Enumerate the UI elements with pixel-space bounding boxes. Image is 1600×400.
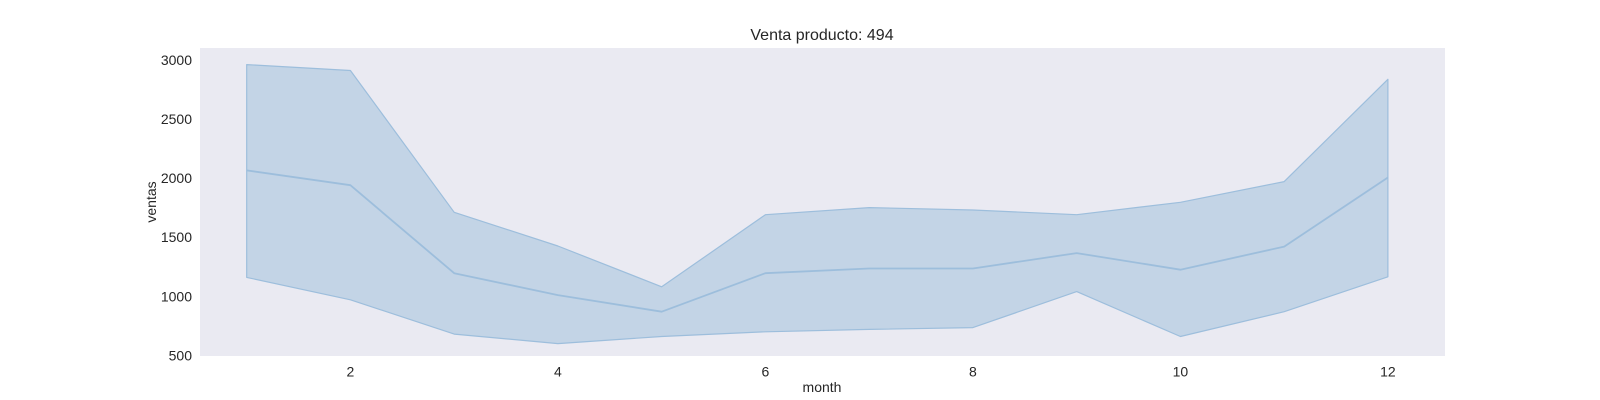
data-point: [246, 169, 248, 171]
chart-title: Venta producto: 494: [750, 27, 893, 44]
data-point: [349, 184, 351, 186]
data-point: [1387, 177, 1389, 179]
x-axis-label: month: [803, 379, 842, 395]
data-point: [1283, 246, 1285, 248]
data-point: [557, 294, 559, 296]
y-tick-label: 2000: [161, 170, 192, 186]
x-axis-ticks: 2 4 6 8 10 12: [347, 363, 1396, 379]
confidence-band: [246, 63, 1389, 345]
x-tick-label: 10: [1173, 363, 1189, 379]
data-point: [1179, 269, 1181, 271]
data-point: [1076, 252, 1078, 254]
x-tick-label: 6: [762, 363, 770, 379]
data-point: [661, 311, 663, 313]
y-tick-label: 2500: [161, 111, 192, 127]
y-tick-label: 1000: [161, 288, 192, 304]
y-tick-label: 500: [169, 347, 193, 363]
y-axis-ticks: 500 1000 1500 2000 2500 3000: [161, 52, 192, 364]
x-tick-label: 8: [969, 363, 977, 379]
data-point: [868, 268, 870, 270]
data-point: [972, 268, 974, 270]
data-point: [764, 272, 766, 274]
x-tick-label: 4: [554, 363, 562, 379]
y-axis-label: ventas: [143, 181, 159, 222]
y-tick-label: 3000: [161, 52, 192, 68]
confidence-band-layer: [246, 63, 1389, 345]
y-tick-label: 1500: [161, 229, 192, 245]
data-point: [453, 272, 455, 274]
series-line-layer: [246, 169, 1389, 313]
x-tick-label: 12: [1380, 363, 1396, 379]
series-line: [246, 169, 1389, 313]
x-tick-label: 2: [347, 363, 355, 379]
